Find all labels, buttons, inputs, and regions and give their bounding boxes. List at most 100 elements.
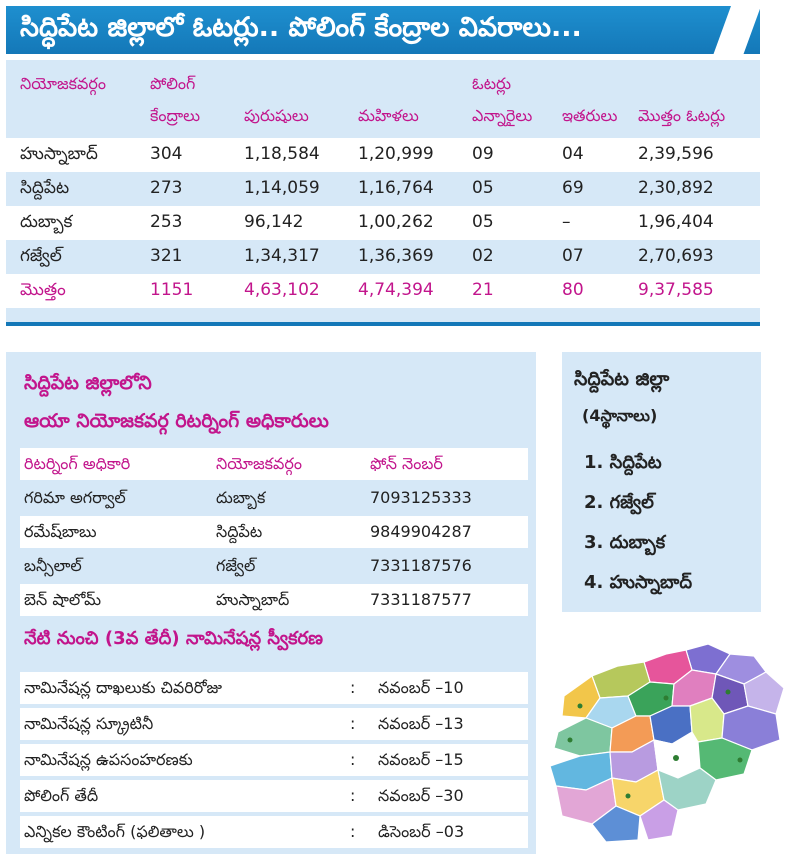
total-label: మొత్తం bbox=[20, 280, 66, 300]
row-stations: 304 bbox=[150, 144, 183, 164]
schedule-event: నామినేషన్ల దాఖలుకు చివరిరోజు bbox=[24, 678, 223, 697]
district-panel: సిద్దిపేట జిల్లా (4స్థానాలు) 1. సిద్దిపే… bbox=[562, 352, 761, 612]
schedule-event: నామినేషన్ల ఉపసంహరణకు bbox=[24, 750, 193, 769]
officer-name: బెన్ షాలోమ్ bbox=[24, 590, 102, 609]
total-men: 4,63,102 bbox=[244, 280, 320, 300]
officer-name: రమేష్‌బాబు bbox=[24, 522, 97, 541]
page-title-banner: సిద్ధిపేట జిల్లాలో ఓటర్లు.. పోలింగ్ కేంద… bbox=[6, 6, 760, 54]
schedule-date: డిసెంబర్ –03 bbox=[378, 822, 465, 841]
row-women: 1,16,764 bbox=[358, 178, 434, 198]
row-total: 1,96,404 bbox=[638, 212, 714, 232]
district-title: సిద్దిపేట జిల్లా bbox=[574, 368, 670, 390]
row-total: 2,30,892 bbox=[638, 178, 714, 198]
banner-edge bbox=[713, 6, 760, 54]
map-district bbox=[639, 799, 679, 841]
schedule-row: నామినేషన్ల దాఖలుకు చివరిరోజు : నవంబర్ –1… bbox=[20, 672, 528, 704]
row-total: 2,70,693 bbox=[638, 246, 714, 266]
district-item: 3. దుబ్బాక bbox=[584, 532, 666, 553]
schedule-separator: : bbox=[350, 714, 356, 733]
table-row: సిద్దిపేట 273 1,14,059 1,16,764 05 69 2,… bbox=[6, 172, 760, 206]
table-header: నియోజకవర్గం పోలింగ్ కేంద్రాలు పురుషులు మ… bbox=[6, 60, 760, 134]
row-women: 1,20,999 bbox=[358, 144, 434, 164]
officer-constituency: దుబ్బాక bbox=[216, 488, 266, 507]
total-women: 4,74,394 bbox=[358, 280, 434, 300]
row-nri: 05 bbox=[472, 212, 494, 232]
row-stations: 253 bbox=[150, 212, 183, 232]
row-name: హుస్నాబాద్ bbox=[20, 144, 98, 164]
schedule-separator: : bbox=[350, 822, 356, 841]
page-title: సిద్ధిపేట జిల్లాలో ఓటర్లు.. పోలింగ్ కేంద… bbox=[20, 12, 582, 43]
officers-header: రిటర్నింగ్ అధికారి నియోజకవర్గం ఫోన్ నెంబ… bbox=[20, 448, 528, 480]
map-marker bbox=[663, 695, 669, 701]
telangana-map-illustration bbox=[549, 643, 785, 843]
row-others: 04 bbox=[562, 144, 584, 164]
total-others: 80 bbox=[562, 280, 584, 300]
row-others: 69 bbox=[562, 178, 584, 198]
schedule-row: ఎన్నికల కౌంటింగ్ (ఫలితాలు ) : డిసెంబర్ –… bbox=[20, 816, 528, 848]
map-district bbox=[591, 805, 641, 843]
header-constituency: నియోజకవర్గం bbox=[20, 74, 106, 93]
schedule-date: నవంబర్ –15 bbox=[378, 750, 464, 769]
map-district bbox=[743, 671, 785, 715]
map-marker bbox=[567, 737, 573, 743]
header-officer: రిటర్నింగ్ అధికారి bbox=[24, 454, 131, 473]
map-marker bbox=[737, 757, 743, 763]
row-total: 2,39,596 bbox=[638, 144, 714, 164]
header-voters-top: ఓటర్లు bbox=[472, 74, 512, 93]
header-constituency: నియోజకవర్గం bbox=[216, 454, 302, 473]
officer-row: రమేష్‌బాబు సిద్దిపేట 9849904287 bbox=[20, 516, 528, 548]
row-stations: 321 bbox=[150, 246, 183, 266]
officer-name: బన్సీలాల్ bbox=[24, 556, 82, 575]
row-men: 96,142 bbox=[244, 212, 304, 232]
header-women: మహిళలు bbox=[358, 106, 419, 125]
table-row: హుస్నాబాద్ 304 1,18,584 1,20,999 09 04 2… bbox=[6, 138, 760, 172]
row-nri: 05 bbox=[472, 178, 494, 198]
row-name: సిద్దిపేట bbox=[20, 178, 70, 198]
map-marker bbox=[577, 703, 583, 709]
header-total: మొత్తం ఓటర్లు bbox=[638, 106, 726, 125]
schedule-row: నామినేషన్ల స్క్రూటినీ : నవంబర్ –13 bbox=[20, 708, 528, 740]
schedule-date: నవంబర్ –13 bbox=[378, 714, 464, 733]
schedule-event: నామినేషన్ల స్క్రూటినీ bbox=[24, 714, 154, 733]
officers-panel: సిద్దిపేట జిల్లాలోని ఆయా నియోజకవర్గ రిటర… bbox=[6, 352, 536, 854]
row-women: 1,36,369 bbox=[358, 246, 434, 266]
schedule-event: ఎన్నికల కౌంటింగ్ (ఫలితాలు ) bbox=[24, 822, 206, 841]
header-polling-top: పోలింగ్ bbox=[150, 74, 196, 93]
officer-name: గరిమా అగర్వాల్ bbox=[24, 488, 126, 507]
officer-constituency: హుస్నాబాద్ bbox=[216, 590, 290, 609]
schedule-event: పోలింగ్ తేదీ bbox=[24, 786, 99, 805]
schedule-separator: : bbox=[350, 678, 356, 697]
map-marker bbox=[673, 755, 679, 761]
schedule-row: పోలింగ్ తేదీ : నవంబర్ –30 bbox=[20, 780, 528, 812]
officer-row: బెన్ షాలోమ్ హుస్నాబాద్ 7331187577 bbox=[20, 584, 528, 616]
officers-title-line2: ఆయా నియోజకవర్గ రిటర్నింగ్ అధికారులు bbox=[24, 410, 329, 432]
total-voters: 9,37,585 bbox=[638, 280, 714, 300]
table-bottom-bar bbox=[6, 322, 760, 326]
row-name: గజ్వేల్ bbox=[20, 246, 62, 266]
row-men: 1,14,059 bbox=[244, 178, 320, 198]
table-row: గజ్వేల్ 321 1,34,317 1,36,369 02 07 2,70… bbox=[6, 240, 760, 274]
schedule-date: నవంబర్ –30 bbox=[378, 786, 464, 805]
officer-constituency: గజ్వేల్ bbox=[216, 556, 256, 575]
schedule-row: నామినేషన్ల ఉపసంహరణకు : నవంబర్ –15 bbox=[20, 744, 528, 776]
district-item: 4. హుస్నాబాద్ bbox=[584, 572, 693, 593]
schedule-separator: : bbox=[350, 750, 356, 769]
officer-row: గరిమా అగర్వాల్ దుబ్బాక 7093125333 bbox=[20, 482, 528, 514]
header-men: పురుషులు bbox=[244, 106, 309, 125]
row-women: 1,00,262 bbox=[358, 212, 434, 232]
officer-constituency: సిద్దిపేట bbox=[216, 522, 263, 541]
officer-phone: 7331187576 bbox=[370, 556, 472, 575]
officer-row: బన్సీలాల్ గజ్వేల్ 7331187576 bbox=[20, 550, 528, 582]
header-phone: ఫోన్ నెంబర్ bbox=[370, 454, 443, 473]
table-row: దుబ్బాక 253 96,142 1,00,262 05 – 1,96,40… bbox=[6, 206, 760, 240]
total-nri: 21 bbox=[472, 280, 494, 300]
header-polling-bottom: కేంద్రాలు bbox=[150, 106, 200, 125]
header-nri: ఎన్నారైలు bbox=[472, 106, 533, 125]
table-total-row: మొత్తం 1151 4,63,102 4,74,394 21 80 9,37… bbox=[6, 274, 760, 308]
district-item: 2. గజ్వేల్ bbox=[584, 492, 654, 513]
map-marker bbox=[725, 689, 731, 695]
header-others: ఇతరులు bbox=[562, 106, 618, 125]
map-marker bbox=[625, 793, 631, 799]
district-item: 1. సిద్దిపేట bbox=[584, 452, 662, 473]
officer-phone: 7093125333 bbox=[370, 488, 472, 507]
